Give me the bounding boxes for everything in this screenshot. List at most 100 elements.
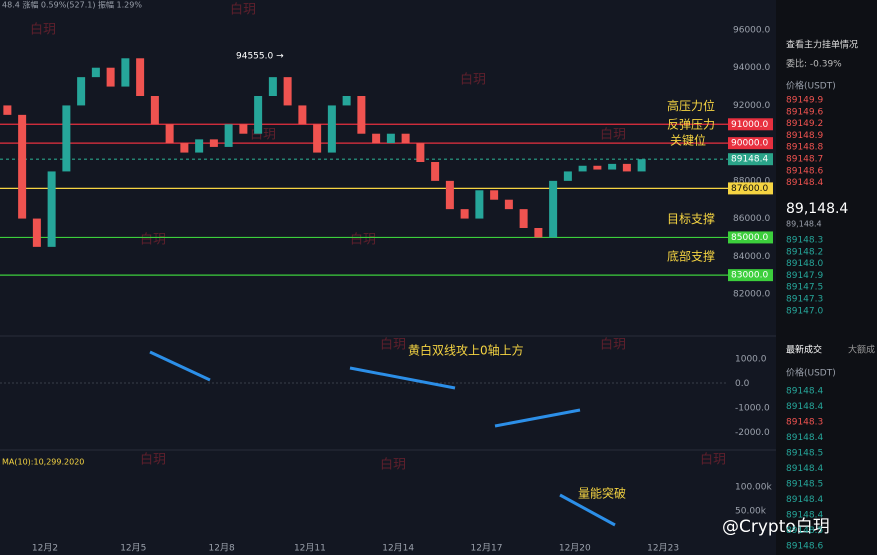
price-tick: 86000.0 <box>733 214 770 224</box>
level-tag <box>728 118 773 131</box>
level-note: 高压力位 <box>667 98 715 113</box>
watermark: 白玥 <box>230 2 256 18</box>
trend-arrow <box>149 350 211 382</box>
macd-tick: -2000.0 <box>735 428 770 438</box>
watermark: 白玥 <box>380 457 406 473</box>
level-tag <box>728 231 773 244</box>
candle <box>578 165 587 172</box>
panel-ratio: 委比: -0.39% <box>786 58 842 70</box>
candle <box>401 133 410 144</box>
candle <box>121 58 130 87</box>
ask-price: 89148.9 <box>786 131 823 141</box>
level-tag <box>728 137 773 150</box>
bid-price: 89148.2 <box>786 247 823 257</box>
candle <box>327 105 336 153</box>
high-marker: 94555.0 → <box>236 52 284 62</box>
level-label: 90000.0 <box>731 139 768 149</box>
volume-ma: MA(10):10,299.2020 <box>2 458 84 467</box>
date-label: 12月20 <box>559 543 591 554</box>
candle <box>342 96 351 106</box>
bid-price: 89147.3 <box>786 295 823 305</box>
trend-arrow <box>349 366 456 390</box>
bid-price: 89147.9 <box>786 271 823 281</box>
macd-tick: 1000.0 <box>735 355 767 365</box>
level-label: 85000.0 <box>731 233 768 243</box>
price-tick: 96000.0 <box>733 26 770 36</box>
ask-price: 89148.4 <box>786 178 823 188</box>
candle <box>62 105 71 172</box>
candle <box>239 124 248 134</box>
candle <box>195 139 204 153</box>
date-label: 12月14 <box>382 543 414 554</box>
candle <box>416 143 425 162</box>
last-price-small: 89,148.4 <box>786 220 822 229</box>
candle <box>534 228 543 238</box>
candle <box>460 209 469 219</box>
watermark: 白玥 <box>380 337 406 353</box>
candle <box>563 171 572 181</box>
ask-price: 89149.9 <box>786 96 823 106</box>
level-note: 反弹压力 <box>667 118 715 132</box>
candle <box>386 133 395 144</box>
candle <box>254 96 263 134</box>
price-tick: 94000.0 <box>733 63 770 73</box>
ask-price: 89148.6 <box>786 166 823 176</box>
level-note: 底部支撑 <box>667 249 715 264</box>
candle <box>490 190 499 200</box>
trade-price: 89148.4 <box>786 495 823 505</box>
trade-price: 89148.4 <box>786 511 823 521</box>
date-label: 12月11 <box>294 543 326 554</box>
watermark: 白玥 <box>600 337 626 353</box>
trade-price: 89148.6 <box>786 542 823 552</box>
level-note: 目标支撑 <box>667 211 715 226</box>
candle <box>622 163 631 172</box>
ask-price: 89148.7 <box>786 155 823 165</box>
candle <box>77 77 86 106</box>
last-price: 89,148.4 <box>786 201 848 217</box>
trade-price: 89148.3 <box>786 418 823 428</box>
watermark: 白玥 <box>140 452 166 468</box>
trade-price: 89148.4 <box>786 387 823 397</box>
trend-arrow <box>494 408 581 428</box>
trade-price: 89148.4 <box>786 402 823 412</box>
watermark: 白玥 <box>460 72 486 88</box>
candle <box>519 209 528 228</box>
watermark: 白玥 <box>700 452 726 468</box>
candle <box>372 133 381 144</box>
panel-header: 价格(USDT) <box>786 80 836 92</box>
candle <box>357 96 366 134</box>
bid-price: 89148.0 <box>786 259 823 269</box>
volume-note: 量能突破 <box>578 486 626 501</box>
candle <box>608 163 617 170</box>
panel-tab: 大额成 <box>848 344 875 356</box>
bid-price: 89148.3 <box>786 236 823 246</box>
level-tag <box>728 182 773 195</box>
trades-header: 价格(USDT) <box>786 367 836 379</box>
candle <box>593 165 602 170</box>
trade-price: 89148.4 <box>786 433 823 443</box>
side-panel <box>776 0 877 555</box>
candle <box>106 67 115 87</box>
level-tag <box>728 153 773 166</box>
bid-price: 89147.5 <box>786 283 823 293</box>
trade-price: 89148.5 <box>786 526 823 536</box>
date-label: 12月2 <box>32 543 58 554</box>
candle <box>3 105 12 115</box>
candle <box>283 77 292 106</box>
candle <box>431 162 440 181</box>
date-label: 12月8 <box>209 543 235 554</box>
trade-price: 89148.5 <box>786 449 823 459</box>
panel-title: 查看主力挂单情况 <box>786 39 858 51</box>
ask-price: 89149.2 <box>786 119 823 129</box>
watermark: 白玥 <box>600 127 626 143</box>
ask-price: 89148.8 <box>786 143 823 153</box>
candle <box>445 180 454 210</box>
watermark: 白玥 <box>250 127 276 143</box>
candle <box>136 58 145 96</box>
price-tick: 84000.0 <box>733 252 770 262</box>
header-stats: 48.4 涨幅 0.59%(527.1) 振幅 1.29% <box>2 0 142 10</box>
candle <box>18 114 27 219</box>
date-label: 12月5 <box>120 543 146 554</box>
level-label: 87600.0 <box>731 184 768 194</box>
